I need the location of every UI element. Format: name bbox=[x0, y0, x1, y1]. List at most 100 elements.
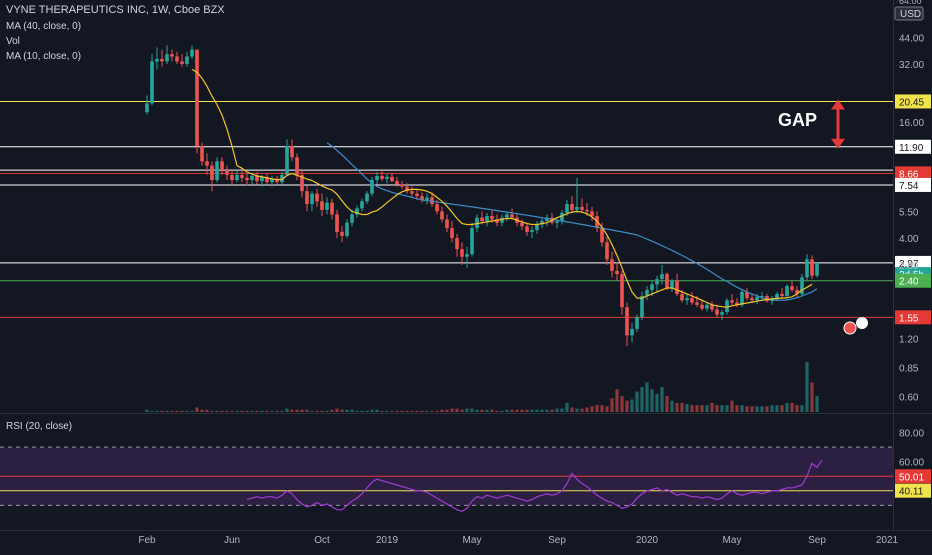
candle-body bbox=[695, 302, 699, 305]
volume-bar bbox=[685, 404, 689, 412]
candle-body bbox=[585, 209, 589, 212]
candle-body bbox=[520, 222, 524, 227]
volume-bar bbox=[590, 406, 594, 412]
volume-bar bbox=[415, 410, 419, 412]
candle-body bbox=[685, 298, 689, 301]
candle-body bbox=[590, 211, 594, 217]
candle-body bbox=[255, 175, 259, 182]
volume-bar bbox=[170, 410, 174, 412]
candle-body bbox=[660, 274, 664, 280]
volume-bar bbox=[595, 405, 599, 412]
volume-bar bbox=[630, 399, 634, 412]
volume-bar bbox=[460, 409, 464, 412]
candle-body bbox=[220, 161, 224, 171]
volume-bar bbox=[550, 409, 554, 412]
candle-body bbox=[680, 293, 684, 301]
ma10-line bbox=[191, 68, 813, 308]
volume-bar bbox=[775, 405, 779, 412]
time-tick-label: May bbox=[463, 535, 482, 546]
candle-body bbox=[425, 197, 429, 200]
volume-bar bbox=[750, 406, 754, 412]
candle-body bbox=[420, 196, 424, 200]
time-tick-label: Jun bbox=[224, 535, 240, 546]
volume-bar bbox=[315, 410, 319, 412]
price-label: 44.00 bbox=[899, 33, 924, 44]
volume-bar bbox=[710, 402, 714, 412]
candle-body bbox=[650, 284, 654, 290]
volume-bar bbox=[540, 409, 544, 412]
candle-body bbox=[810, 259, 814, 276]
candle-body bbox=[655, 279, 659, 285]
volume-bar bbox=[545, 409, 549, 412]
candle-body bbox=[385, 176, 389, 179]
volume-bar bbox=[285, 408, 289, 412]
candle-body bbox=[775, 293, 779, 299]
legend-ma10[interactable]: MA (10, close, 0) bbox=[6, 51, 82, 62]
candle-body bbox=[555, 221, 559, 223]
price-label: 2.89 bbox=[899, 261, 919, 272]
candle-body bbox=[465, 254, 469, 257]
volume-bar bbox=[670, 400, 674, 412]
candle-body bbox=[445, 219, 449, 229]
volume-bar bbox=[360, 410, 364, 412]
price-label: 2.97 bbox=[899, 259, 919, 270]
candle-body bbox=[210, 165, 214, 180]
volume-bar bbox=[220, 410, 224, 412]
candle-body bbox=[350, 214, 354, 223]
volume-bar bbox=[370, 409, 374, 412]
candle-body bbox=[800, 277, 804, 294]
legend-ma40[interactable]: MA (40, close, 0) bbox=[6, 21, 82, 32]
volume-bar bbox=[645, 382, 649, 412]
volume-bar bbox=[310, 410, 314, 412]
candle-body bbox=[815, 262, 819, 276]
candle-body bbox=[690, 298, 694, 303]
currency-box bbox=[894, 6, 924, 21]
rsi-level-label: 50.01 bbox=[899, 472, 924, 483]
candle-body bbox=[370, 180, 374, 194]
volume-bar bbox=[770, 405, 774, 412]
volume-bar bbox=[675, 402, 679, 412]
rsi-label-box bbox=[895, 469, 931, 484]
candle-body bbox=[600, 228, 604, 243]
volume-bar bbox=[535, 409, 539, 412]
candle-body bbox=[615, 270, 619, 275]
rsi-tick-label: 80.00 bbox=[899, 429, 924, 440]
price-label: 7.54 bbox=[899, 181, 919, 192]
legend-volume[interactable]: Vol bbox=[6, 36, 20, 47]
candle-body bbox=[535, 224, 539, 231]
candle-body bbox=[185, 56, 189, 64]
volume-bar bbox=[620, 396, 624, 412]
volume-bar bbox=[780, 405, 784, 412]
candle-body bbox=[175, 56, 179, 62]
volume-bar bbox=[435, 410, 439, 412]
volume-bar bbox=[245, 410, 249, 412]
candle-body bbox=[645, 289, 649, 296]
volume-bar bbox=[175, 410, 179, 412]
candle-body bbox=[235, 174, 239, 180]
volume-bar bbox=[695, 405, 699, 412]
volume-bar bbox=[575, 408, 579, 412]
volume-bar bbox=[200, 409, 204, 412]
volume-bar bbox=[610, 398, 614, 412]
candle-body bbox=[205, 161, 209, 166]
time-tick-label: 2020 bbox=[636, 535, 659, 546]
volume-bar bbox=[470, 408, 474, 412]
legend-rsi[interactable]: RSI (20, close) bbox=[6, 421, 73, 432]
candle-body bbox=[540, 221, 544, 225]
price-label: 20.45 bbox=[899, 97, 924, 108]
candle-body bbox=[230, 174, 234, 180]
volume-bar bbox=[650, 389, 654, 412]
price-label: 0.85 bbox=[899, 364, 919, 375]
volume-bar bbox=[465, 408, 469, 412]
candle-body bbox=[325, 202, 329, 210]
candle-body bbox=[440, 211, 444, 220]
candle-body bbox=[500, 217, 504, 223]
candle-body bbox=[580, 206, 584, 210]
volume-bar bbox=[385, 410, 389, 412]
volume-bar bbox=[520, 409, 524, 412]
volume-bar bbox=[210, 410, 214, 412]
candle-body bbox=[335, 214, 339, 232]
volume-bar bbox=[700, 405, 704, 412]
